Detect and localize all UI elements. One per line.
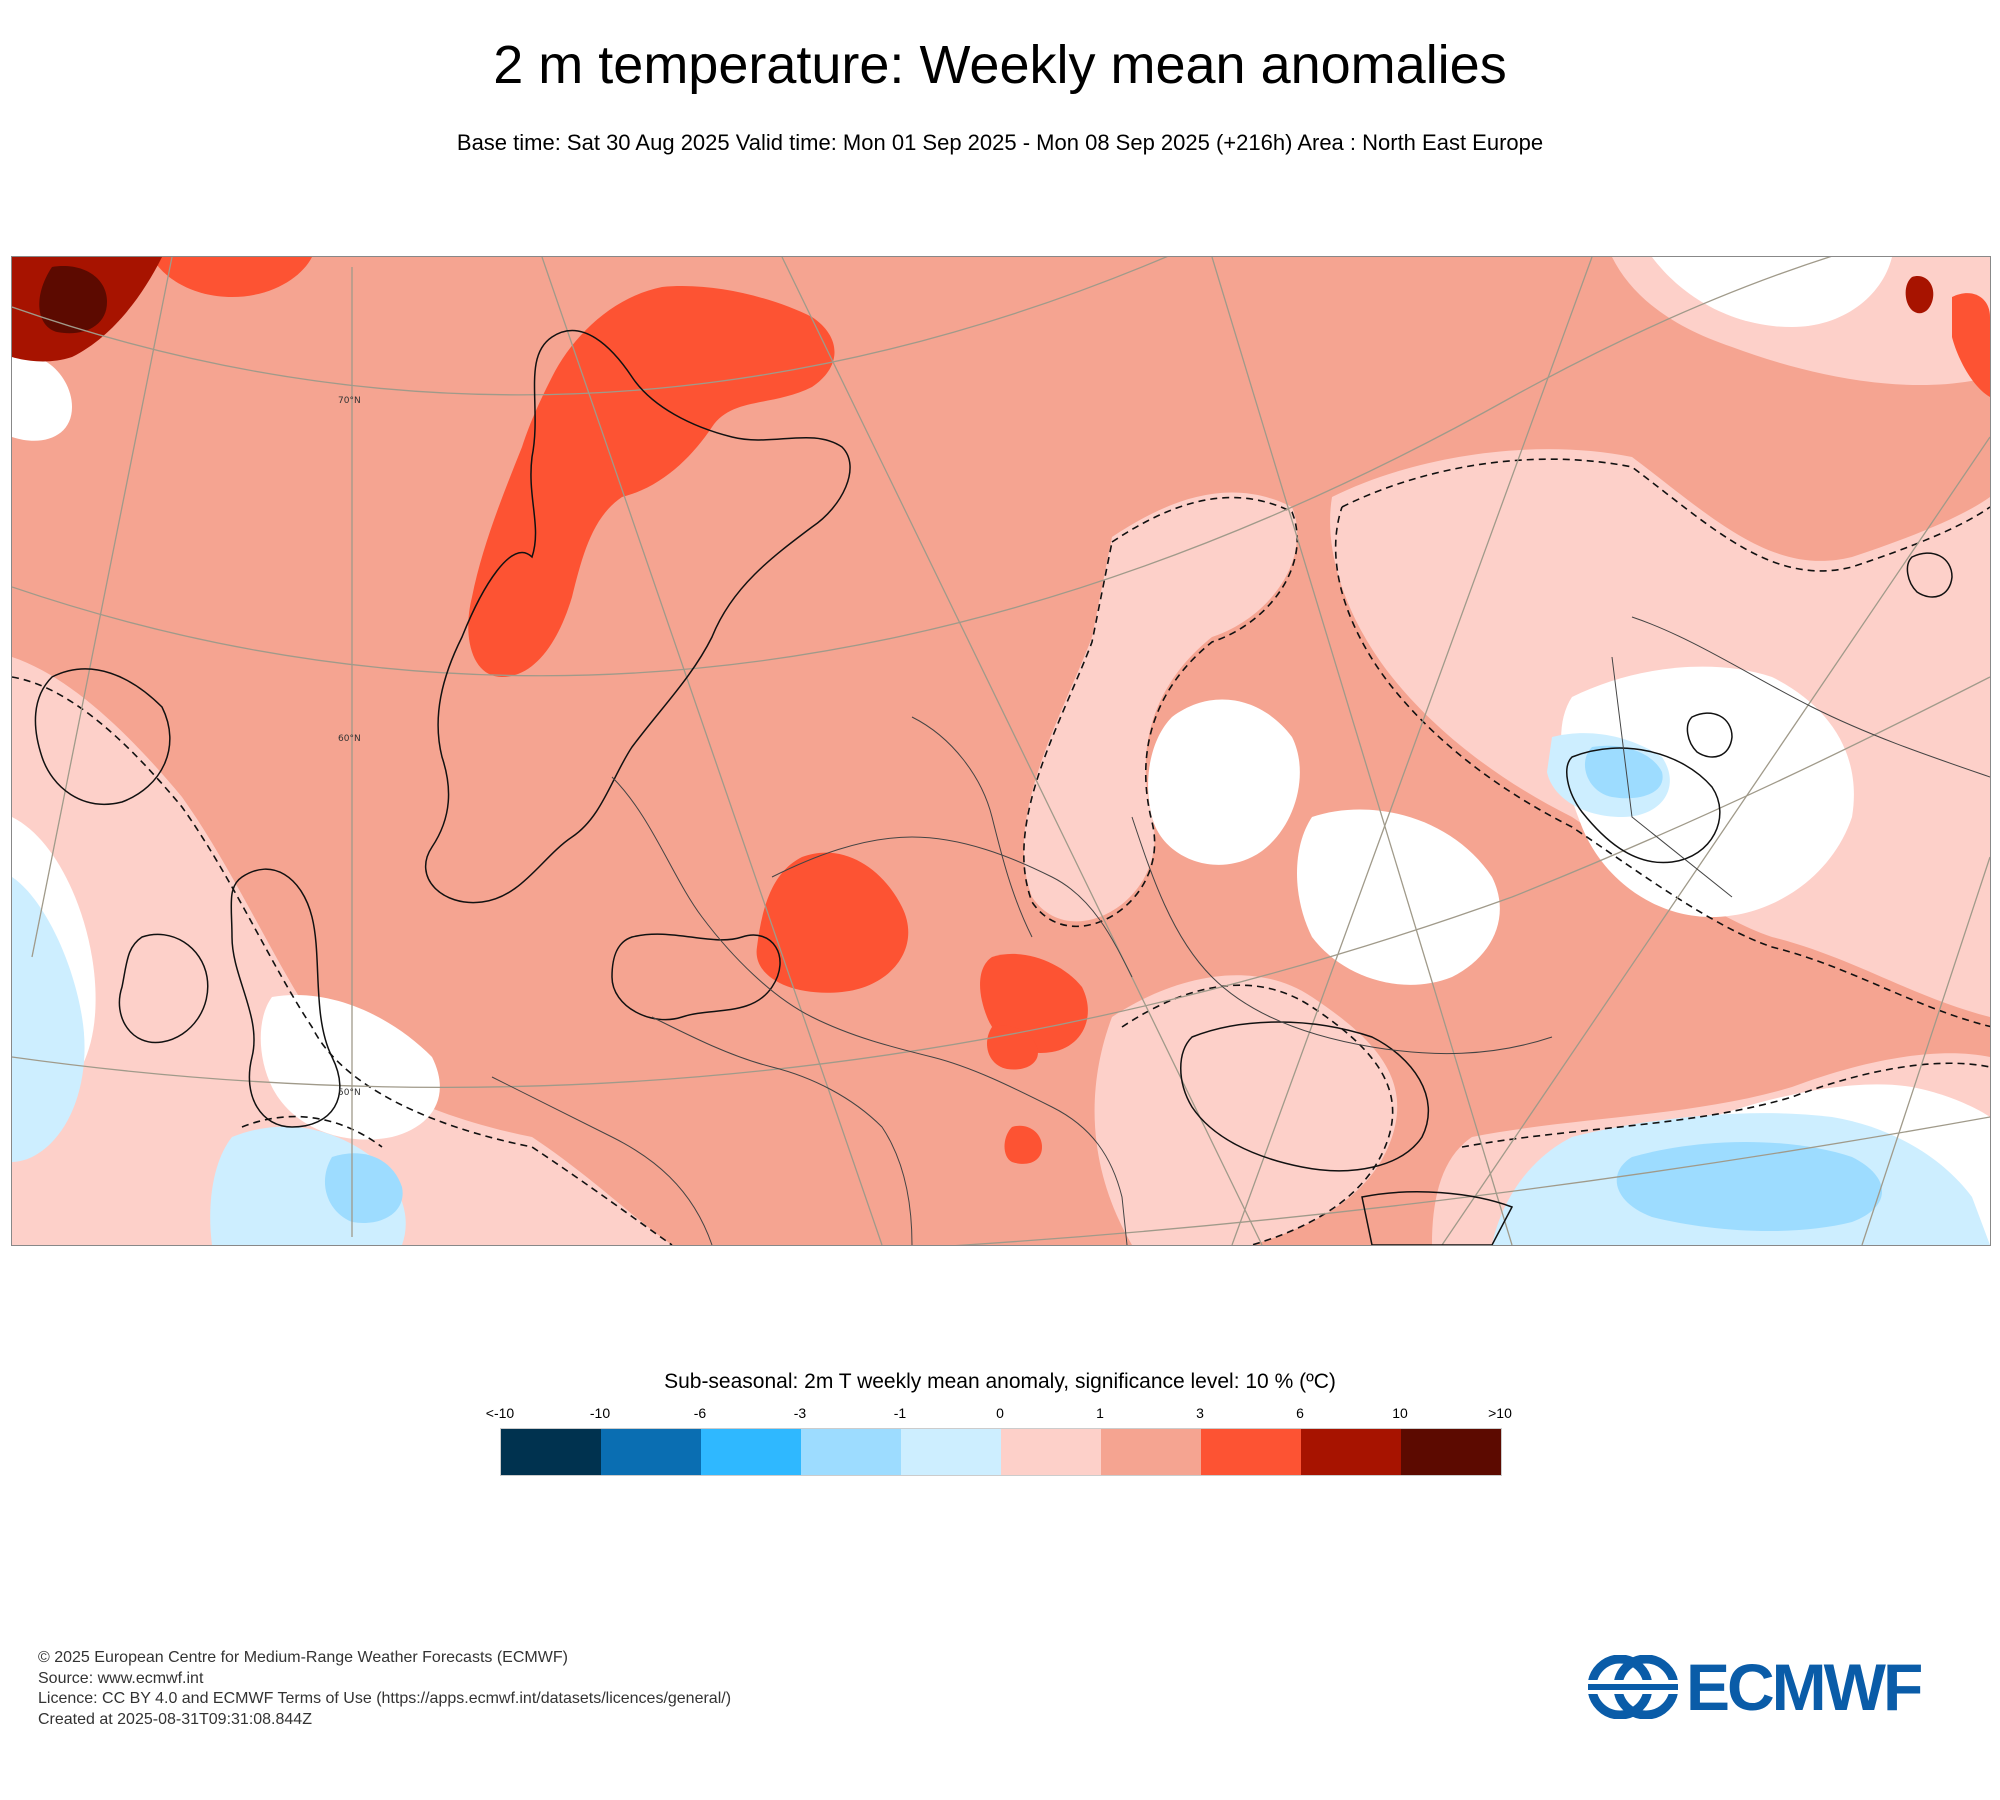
legend-tick-label: -1	[893, 1405, 907, 1421]
legend-swatch	[501, 1429, 601, 1475]
footer-copyright: © 2025 European Centre for Medium-Range …	[38, 1649, 568, 1666]
legend-tick-label: 10	[1392, 1405, 1408, 1421]
legend-tick-label: 0	[996, 1405, 1004, 1421]
ecmwf-logo: ECMWF	[1588, 1650, 1963, 1724]
legend-swatch	[1201, 1429, 1301, 1475]
legend-swatch	[1101, 1429, 1201, 1475]
significance-contours	[12, 458, 1990, 1245]
legend-colorbar	[500, 1428, 1502, 1476]
legend-title: Sub-seasonal: 2m T weekly mean anomaly, …	[664, 1370, 1336, 1393]
legend-tick-label: -6	[693, 1405, 707, 1421]
legend-swatch	[601, 1429, 701, 1475]
legend-swatch	[801, 1429, 901, 1475]
country-borders	[491, 616, 1990, 1245]
lat-label-70: 70°N	[338, 396, 361, 406]
legend-swatch	[1301, 1429, 1401, 1475]
map-canvas: 70°N 60°N 50°N	[12, 257, 1990, 1245]
legend-tick-label: 6	[1296, 1405, 1304, 1421]
ecmwf-logo-icon	[1588, 1655, 1678, 1719]
legend-tick-label: -10	[589, 1405, 611, 1421]
legend-swatch	[701, 1429, 801, 1475]
legend-tick-label: >10	[1488, 1405, 1512, 1421]
chart-subtitle: Base time: Sat 30 Aug 2025 Valid time: M…	[456, 130, 1544, 155]
footer-created: Created at 2025-08-31T09:31:08.844Z	[38, 1710, 312, 1728]
anomaly-zone-minus3-to-minus1	[324, 745, 1882, 1232]
legend-swatch	[1401, 1429, 1501, 1475]
lat-label-50: 50°N	[338, 1088, 361, 1098]
chart-title: 2 m temperature: Weekly mean anomalies	[493, 35, 1507, 95]
legend-swatch	[901, 1429, 1001, 1475]
legend-tick-label: -3	[793, 1405, 807, 1421]
anomaly-zone-above-10	[39, 266, 107, 334]
legend-tick-label: 1	[1096, 1405, 1104, 1421]
legend-tick-label: 3	[1196, 1405, 1204, 1421]
footer-licence[interactable]: Licence: CC BY 4.0 and ECMWF Terms of Us…	[38, 1690, 732, 1707]
legend-tick-label: <-10	[485, 1405, 515, 1421]
footer-credits: © 2025 European Centre for Medium-Range …	[38, 1648, 731, 1730]
footer-source[interactable]: Source: www.ecmwf.int	[38, 1669, 204, 1687]
legend-swatch	[1001, 1429, 1101, 1475]
lat-label-60: 60°N	[338, 734, 361, 744]
ecmwf-logo-text: ECMWF	[1686, 1650, 1923, 1724]
coastlines	[34, 329, 1953, 1245]
legend-ticks: <-10 -10 -6 -3 -1 0 1 3 6 10 >10	[0, 1404, 2000, 1424]
anomaly-map: 70°N 60°N 50°N	[11, 256, 1991, 1246]
